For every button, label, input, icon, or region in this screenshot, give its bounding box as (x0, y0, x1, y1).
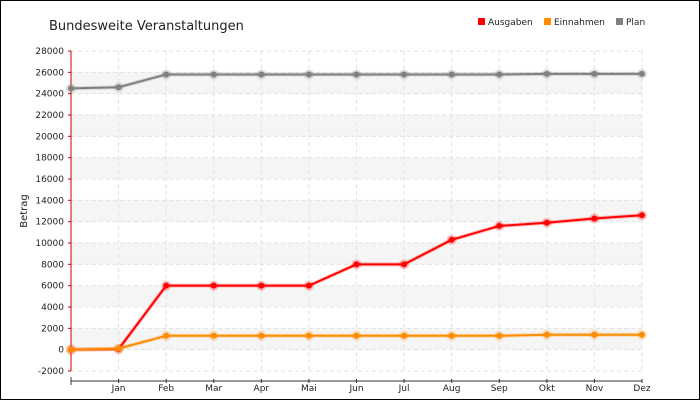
data-point (68, 346, 74, 353)
grid-band (71, 157, 642, 179)
data-point (591, 331, 598, 338)
y-tick-label: 28000 (35, 47, 64, 57)
x-tick-label: Jan (111, 384, 126, 394)
x-tick-label: Jul (398, 384, 410, 394)
data-point (543, 70, 550, 77)
y-tick-label: 22000 (35, 111, 64, 121)
data-point (210, 282, 217, 289)
legend-swatch (544, 18, 551, 25)
data-point (353, 71, 360, 78)
data-point (496, 71, 503, 78)
data-point (210, 332, 217, 339)
y-tick-label: 10000 (35, 239, 64, 249)
y-tick-label: 14000 (35, 196, 64, 206)
data-point (639, 70, 645, 77)
data-point (496, 222, 503, 229)
y-tick-label: 20000 (35, 132, 64, 142)
data-point (448, 236, 455, 243)
data-point (163, 332, 170, 339)
data-point (210, 71, 217, 78)
data-point (353, 332, 360, 339)
x-tick-label: Apr (254, 384, 270, 394)
legend-swatch (616, 18, 623, 25)
legend-label: Ausgaben (488, 18, 533, 28)
data-point (401, 332, 408, 339)
data-point (258, 332, 265, 339)
data-point (115, 345, 122, 352)
data-point (543, 331, 550, 338)
data-point (305, 71, 312, 78)
data-point (353, 261, 360, 268)
y-tick-label: 0 (58, 346, 64, 356)
y-tick-label: 2000 (41, 324, 64, 334)
x-tick-label: Jun (348, 384, 363, 394)
y-tick-label: 18000 (35, 154, 64, 164)
data-point (258, 282, 265, 289)
y-tick-label: 16000 (35, 175, 64, 185)
x-tick-label: Dez (633, 384, 650, 394)
y-tick-label: 26000 (35, 68, 64, 78)
y-tick-label: 24000 (35, 90, 64, 100)
x-tick-label: Feb (158, 384, 174, 394)
y-tick-label: 4000 (41, 303, 64, 313)
x-tick-label: Mar (205, 384, 222, 394)
data-point (448, 332, 455, 339)
data-point (258, 71, 265, 78)
data-point (401, 261, 408, 268)
y-tick-label: 12000 (35, 218, 64, 228)
data-point (591, 215, 598, 222)
y-tick-label: 6000 (41, 282, 64, 292)
data-point (163, 282, 170, 289)
data-point (68, 85, 74, 92)
data-point (591, 70, 598, 77)
data-point (305, 332, 312, 339)
y-tick-label: -2000 (38, 367, 64, 377)
x-tick-label: Sep (491, 384, 508, 394)
data-point (639, 212, 645, 219)
x-tick-label: Nov (586, 384, 604, 394)
data-point (305, 282, 312, 289)
x-tick-label: Mai (301, 384, 317, 394)
data-point (448, 71, 455, 78)
legend-label: Plan (626, 18, 645, 28)
legend-swatch (478, 18, 485, 25)
data-point (163, 71, 170, 78)
x-tick-label: Aug (443, 384, 461, 394)
x-tick-label: Okt (539, 384, 555, 394)
data-point (496, 332, 503, 339)
legend-label: Einnahmen (554, 18, 605, 28)
grid-band (71, 200, 642, 222)
y-tick-label: 8000 (41, 260, 64, 270)
data-point (543, 219, 550, 226)
chart-title: Bundesweite Veranstaltungen (49, 19, 244, 34)
data-point (639, 331, 645, 338)
y-axis-label: Betrag (19, 194, 30, 228)
grid-band (71, 115, 642, 137)
data-point (115, 84, 122, 91)
data-point (401, 71, 408, 78)
